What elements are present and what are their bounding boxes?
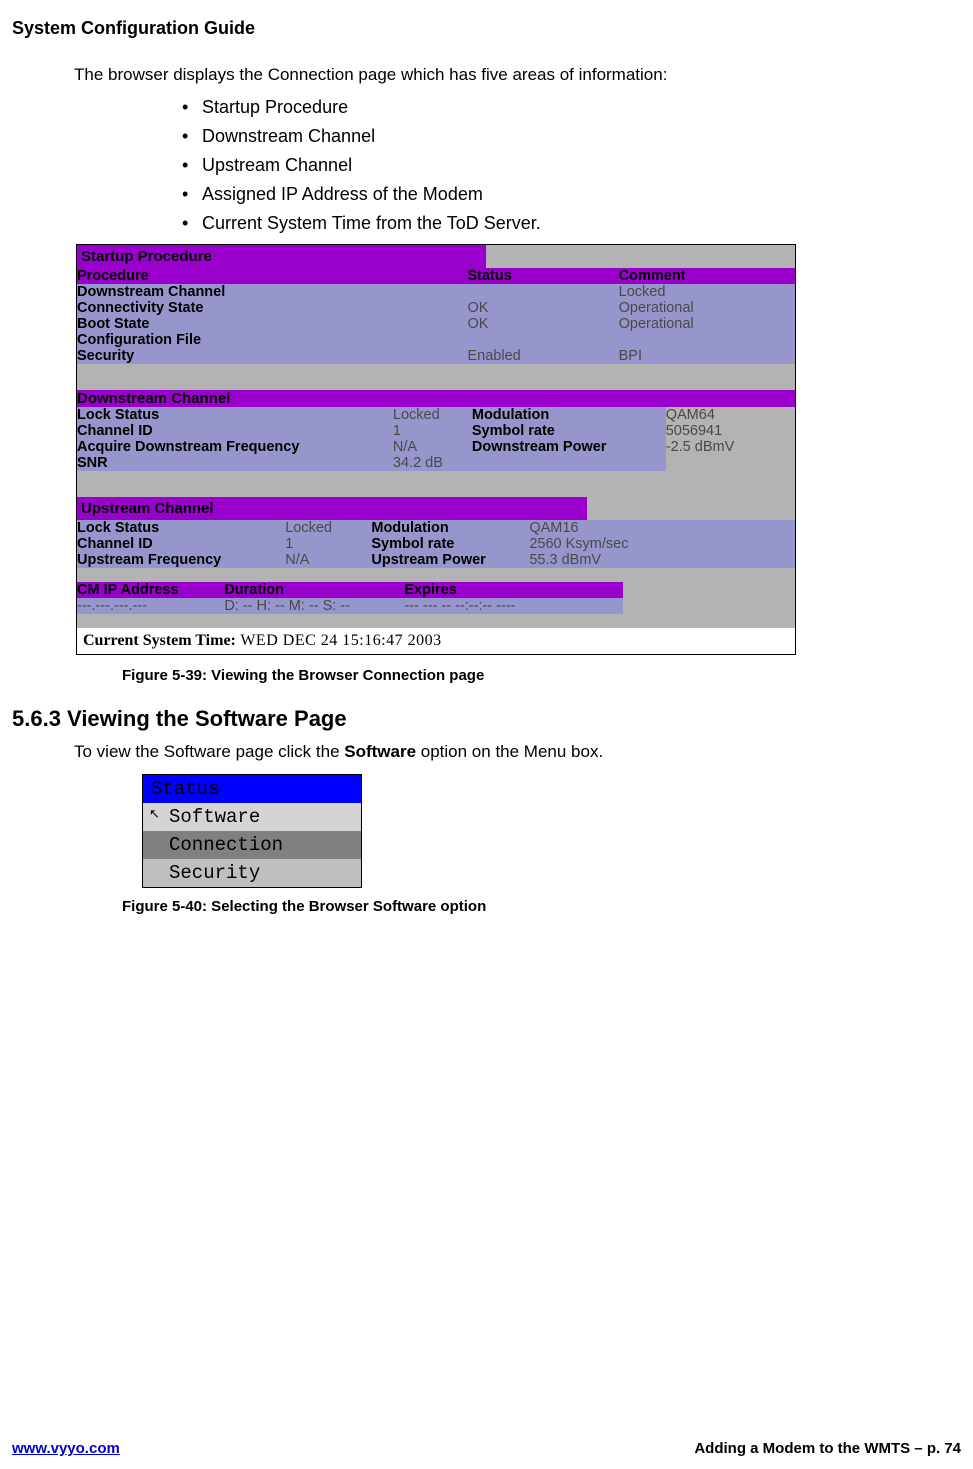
upstream-label: Modulation [371,520,529,536]
upstream-value: 55.3 dBmV [529,552,795,568]
menu-figure: Status ↖ Software Connection Security [142,774,362,888]
downstream-label: Lock Status [77,407,393,423]
upstream-section-header: Upstream Channel [77,497,587,520]
startup-col-procedure: Procedure [77,268,467,284]
startup-proc-label: Configuration File [77,332,467,348]
figure-39-caption: Figure 5-39: Viewing the Browser Connect… [122,667,961,684]
intro-text: The browser displays the Connection page… [74,65,961,85]
ip-table: CM IP Address Duration Expires ---.---.-… [77,582,623,614]
startup-proc-label: Connectivity State [77,300,467,316]
startup-status [467,332,618,348]
startup-comment: Operational [619,300,795,316]
downstream-label: Modulation [472,407,666,423]
startup-comment [619,332,795,348]
page-footer: www.vyyo.com Adding a Modem to the WMTS … [12,1440,961,1457]
downstream-value [666,455,795,471]
downstream-value: 5056941 [666,423,795,439]
system-time-value: WED DEC 24 15:16:47 2003 [240,632,441,649]
downstream-table: Lock StatusLockedModulationQAM64 Channel… [77,407,795,471]
downstream-label: SNR [77,455,393,471]
ip-expires: --- --- -- --:--:-- ---- [404,598,622,614]
startup-section-header: Startup Procedure [77,245,486,268]
upstream-value: QAM16 [529,520,795,536]
downstream-section-header: Downstream Channel [77,390,795,407]
ip-duration: D: -- H: -- M: -- S: -- [224,598,404,614]
startup-comment: Locked [619,284,795,300]
startup-proc-label: Boot State [77,316,467,332]
ip-col-header: Expires [404,582,622,598]
downstream-value: 34.2 dB [393,455,472,471]
upstream-value: 1 [285,536,371,552]
bullet-item: Assigned IP Address of the Modem [202,184,483,204]
downstream-label: Acquire Downstream Frequency [77,439,393,455]
system-time-row: Current System Time: WED DEC 24 15:16:47… [77,628,795,654]
cursor-icon: ↖ [149,807,160,822]
startup-col-comment: Comment [619,268,795,284]
startup-status: Enabled [467,348,618,364]
page-title: System Configuration Guide [12,18,961,39]
bullet-item: Current System Time from the ToD Server. [202,213,541,233]
upstream-label: Upstream Frequency [77,552,285,568]
downstream-label: Channel ID [77,423,393,439]
startup-proc-label: Security [77,348,467,364]
menu-item-software[interactable]: ↖ Software [143,803,361,831]
upstream-value: N/A [285,552,371,568]
startup-status: OK [467,300,618,316]
downstream-value: N/A [393,439,472,455]
startup-comment: BPI [619,348,795,364]
downstream-value: 1 [393,423,472,439]
figure-40-caption: Figure 5-40: Selecting the Browser Softw… [122,898,961,915]
connection-page-figure: Startup Procedure Procedure Status Comme… [76,244,796,655]
bullet-item: Downstream Channel [202,126,375,146]
footer-note: Adding a Modem to the WMTS – p. 74 [694,1440,961,1457]
downstream-value: -2.5 dBmV [666,439,795,455]
upstream-label: Upstream Power [371,552,529,568]
upstream-value: Locked [285,520,371,536]
startup-status: OK [467,316,618,332]
startup-col-status: Status [467,268,618,284]
downstream-label: Downstream Power [472,439,666,455]
downstream-value: QAM64 [666,407,795,423]
downstream-label [472,455,666,471]
bullet-item: Upstream Channel [202,155,352,175]
upstream-label: Symbol rate [371,536,529,552]
startup-proc-label: Downstream Channel [77,284,467,300]
downstream-label: Symbol rate [472,423,666,439]
ip-col-header: CM IP Address [77,582,224,598]
ip-col-header: Duration [224,582,404,598]
software-text: To view the Software page click the Soft… [74,742,961,762]
upstream-label: Channel ID [77,536,285,552]
system-time-label: Current System Time: [83,632,236,649]
upstream-value: 2560 Ksym/sec [529,536,795,552]
upstream-table: Lock StatusLockedModulationQAM16 Channel… [77,520,795,568]
footer-url[interactable]: www.vyyo.com [12,1440,120,1457]
bullet-item: Startup Procedure [202,97,348,117]
menu-item-security[interactable]: Security [143,859,361,887]
section-5-6-3-heading: 5.6.3 Viewing the Software Page [12,706,961,732]
startup-comment: Operational [619,316,795,332]
startup-status [467,284,618,300]
menu-item-connection[interactable]: Connection [143,831,361,859]
upstream-label: Lock Status [77,520,285,536]
downstream-value: Locked [393,407,472,423]
menu-item-status[interactable]: Status [143,775,361,803]
bullet-list: •Startup Procedure •Downstream Channel •… [12,97,961,234]
cm-ip-address: ---.---.---.--- [77,598,224,614]
